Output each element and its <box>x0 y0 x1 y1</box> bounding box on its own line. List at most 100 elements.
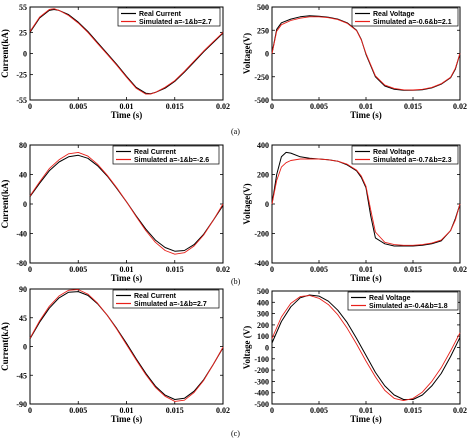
y-tick-label: -400 <box>254 389 269 398</box>
x-tick-label: 0 <box>270 406 274 415</box>
y-tick-label: 500 <box>257 3 269 12</box>
legend-entry: Simulated a=-1&b=-2.6 <box>134 157 209 164</box>
y-axis-label: Current(kA) <box>0 322 10 371</box>
y-tick-label: -250 <box>254 73 269 82</box>
y-tick-label: 400 <box>257 141 269 150</box>
y-tick-label: 45 <box>19 314 27 323</box>
y-tick-label: 200 <box>257 321 269 330</box>
y-tick-label: -80 <box>16 259 27 268</box>
y-tick-label: 500 <box>257 287 269 296</box>
x-axis-label: Time (s) <box>350 414 382 424</box>
x-tick-label: 0.005 <box>310 102 328 111</box>
x-tick-label: 0 <box>28 406 32 415</box>
y-tick-label: 0 <box>265 200 269 209</box>
series-line-simulated <box>271 158 461 246</box>
legend-entry: Real Voltage <box>373 11 415 18</box>
y-axis-label: Voltage(V) <box>242 183 252 224</box>
caption-a: (a) <box>231 127 240 136</box>
y-tick-label: -25 <box>16 71 27 80</box>
x-tick-label: 0.015 <box>404 102 422 111</box>
y-tick-label: -90 <box>16 400 27 409</box>
y-tick-label: 80 <box>19 141 27 150</box>
x-tick-label: 0.01 <box>359 265 373 274</box>
chart-b-current: 0 0.005 0.01 0.015 0.02 80 40 0 -40 -80 Time (s) Cu… <box>0 141 230 283</box>
y-tick-label: -55 <box>16 96 27 105</box>
y-tick-label: -40 <box>16 230 27 239</box>
legend-box <box>351 145 459 165</box>
y-tick-label: -500 <box>254 96 269 105</box>
series-line-simulated <box>29 151 224 255</box>
y-tick-label: 250 <box>257 26 269 35</box>
chart-c-voltage: 0 0.005 0.01 0.015 0.02 500 400 300 200 100 0 -100 -… <box>242 287 467 424</box>
legend-box <box>347 291 459 311</box>
y-tick-label: -45 <box>16 371 27 380</box>
y-tick-label: 0 <box>23 343 27 352</box>
y-tick-label: 300 <box>257 310 269 319</box>
x-axis-label: Time (s) <box>111 110 143 120</box>
legend-entry: Simulated a=-1&b=2.7 <box>139 19 212 26</box>
x-tick-label: 0.015 <box>166 102 184 111</box>
y-tick-label: -400 <box>254 259 269 268</box>
y-tick-label: 0 <box>265 50 269 59</box>
y-axis-label: Current(kA) <box>0 29 10 78</box>
x-tick-label: 0.01 <box>120 406 134 415</box>
legend-entry: Real Voltage <box>373 149 415 156</box>
y-tick-label: -100 <box>254 355 269 364</box>
x-axis-label: Time (s) <box>350 110 382 120</box>
x-tick-label: 0.005 <box>69 406 87 415</box>
y-tick-label: -200 <box>254 366 269 375</box>
x-tick-label: 0 <box>28 265 32 274</box>
legend-box <box>112 145 220 165</box>
legend-box <box>117 7 221 27</box>
series-line-simulated <box>29 8 224 95</box>
x-tick-label: 0.02 <box>453 406 467 415</box>
chart-a-voltage: 0 0.005 0.01 0.015 0.02 500 250 0 -250 -500 Time (… <box>242 3 467 120</box>
x-tick-label: 0.015 <box>166 406 184 415</box>
y-tick-label: 100 <box>257 332 269 341</box>
y-tick-label: 25 <box>19 28 27 37</box>
series-line-simulated <box>271 295 461 402</box>
y-tick-label: -500 <box>254 400 269 409</box>
legend-box <box>112 289 220 309</box>
x-tick-label: 0.01 <box>120 102 134 111</box>
x-tick-label: 0.005 <box>69 265 87 274</box>
x-axis-label: Time (s) <box>350 273 382 283</box>
x-tick-label: 0 <box>270 102 274 111</box>
y-tick-label: 0 <box>23 50 27 59</box>
chart-a-current: 0 0.005 0.01 0.015 0.02 55 25 0 -25 -55 Time (s) Cu… <box>0 3 230 120</box>
chart-c-current: 0 0.005 0.01 0.015 0.02 90 45 0 -45 -90 Time (s) Cu… <box>0 285 230 424</box>
x-tick-label: 0.01 <box>359 406 373 415</box>
x-tick-label: 0.015 <box>404 265 422 274</box>
y-tick-label: 200 <box>257 171 269 180</box>
plot-frame <box>29 144 224 264</box>
x-tick-label: 0.015 <box>404 406 422 415</box>
chart-b-voltage: 0 0.005 0.01 0.015 0.02 400 200 0 -200 -400 Time (… <box>242 141 467 283</box>
x-tick-label: 0.01 <box>120 265 134 274</box>
x-axis-label: Time (s) <box>111 414 143 424</box>
x-tick-label: 0.005 <box>69 102 87 111</box>
x-tick-label: 0.005 <box>310 265 328 274</box>
legend-entry: Simulated a=-1&b=2.7 <box>134 301 207 308</box>
caption-b: (b) <box>231 277 241 286</box>
legend-entry: Real Current <box>134 149 177 156</box>
x-tick-label: 0.02 <box>216 102 230 111</box>
y-tick-label: -200 <box>254 230 269 239</box>
series-line-simulated <box>271 16 461 91</box>
x-tick-label: 0.02 <box>453 102 467 111</box>
y-tick-label: 90 <box>19 285 27 294</box>
x-tick-label: 0 <box>270 265 274 274</box>
x-tick-label: 0.005 <box>310 406 328 415</box>
x-tick-label: 0.01 <box>359 102 373 111</box>
series-line-real <box>271 294 461 400</box>
x-axis-label: Time (s) <box>111 273 143 283</box>
legend-box <box>351 7 459 27</box>
y-tick-label: 0 <box>265 344 269 353</box>
legend-entry: Simulated a=-0.4&b=1.8 <box>369 303 448 310</box>
